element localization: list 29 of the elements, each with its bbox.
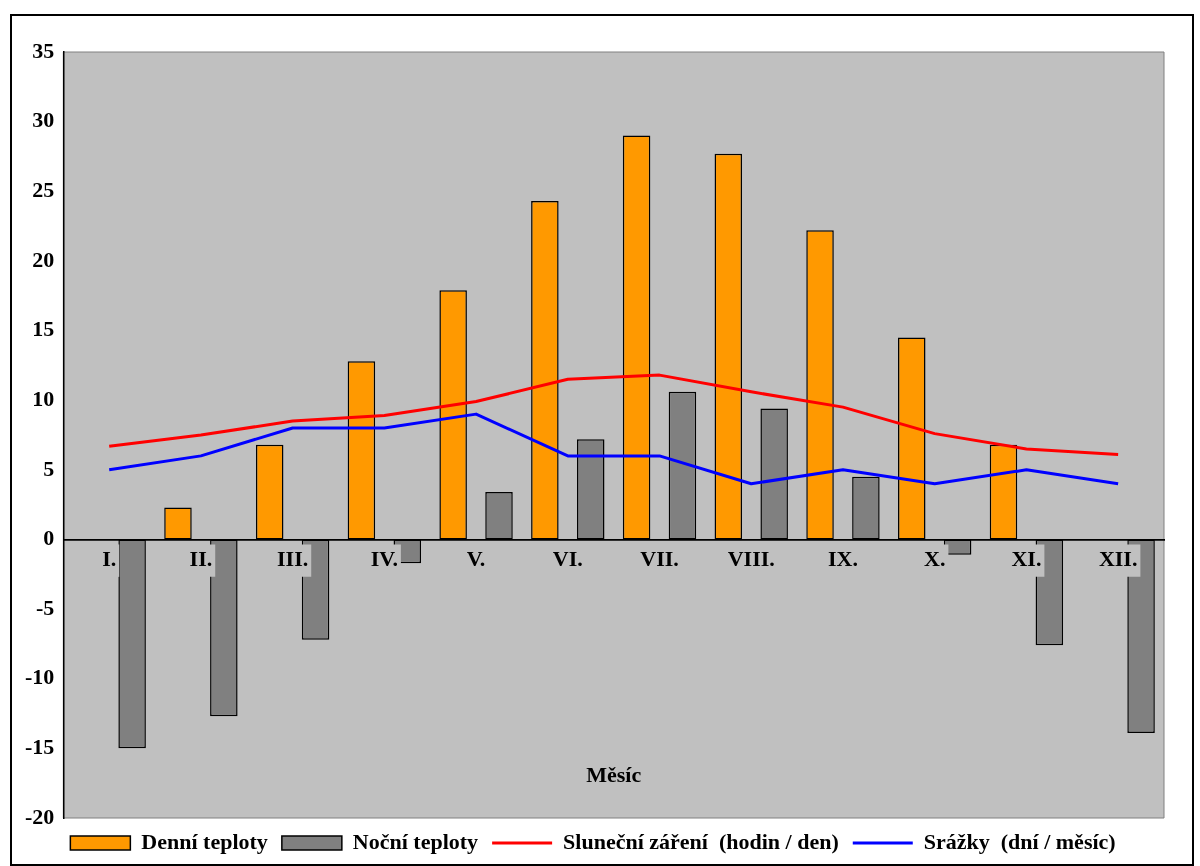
x-tick-label: V.	[466, 546, 486, 572]
x-tick-label: II.	[189, 546, 213, 572]
y-tick-label: 10	[32, 385, 55, 411]
y-tick-label: 30	[32, 107, 55, 133]
y-tick-label: 35	[32, 37, 55, 63]
y-tick-label: 20	[32, 246, 55, 272]
y-tick-label: 5	[43, 455, 55, 481]
y-tick-label: 0	[43, 525, 55, 551]
x-tick-label: VI.	[552, 546, 583, 572]
x-tick-label: VIII.	[727, 546, 775, 572]
x-tick-label: XI.	[1011, 546, 1042, 572]
y-tick-label: -20	[25, 803, 55, 829]
x-tick-label: X.	[924, 546, 946, 572]
y-tick-label: -10	[25, 664, 55, 690]
x-tick-label: I.	[102, 546, 117, 572]
x-tick-label: IV.	[370, 546, 398, 572]
y-tick-label: -5	[36, 594, 55, 620]
y-tick-label: 25	[32, 176, 55, 202]
legend-label: Sluneční záření (hodin / den)	[563, 828, 839, 854]
y-tick-label: -15	[25, 734, 55, 760]
x-tick-label: IX.	[827, 546, 858, 572]
legend-label: Denní teploty	[141, 828, 268, 854]
x-axis-title: Měsíc	[586, 761, 642, 787]
x-tick-label: VII.	[640, 546, 679, 572]
y-tick-label: 15	[32, 316, 55, 342]
legend-label: Srážky (dní / měsíc)	[923, 828, 1116, 854]
x-tick-label: XII.	[1098, 546, 1138, 572]
x-tick-label: III.	[277, 546, 309, 572]
legend-label: Noční teploty	[352, 828, 479, 854]
